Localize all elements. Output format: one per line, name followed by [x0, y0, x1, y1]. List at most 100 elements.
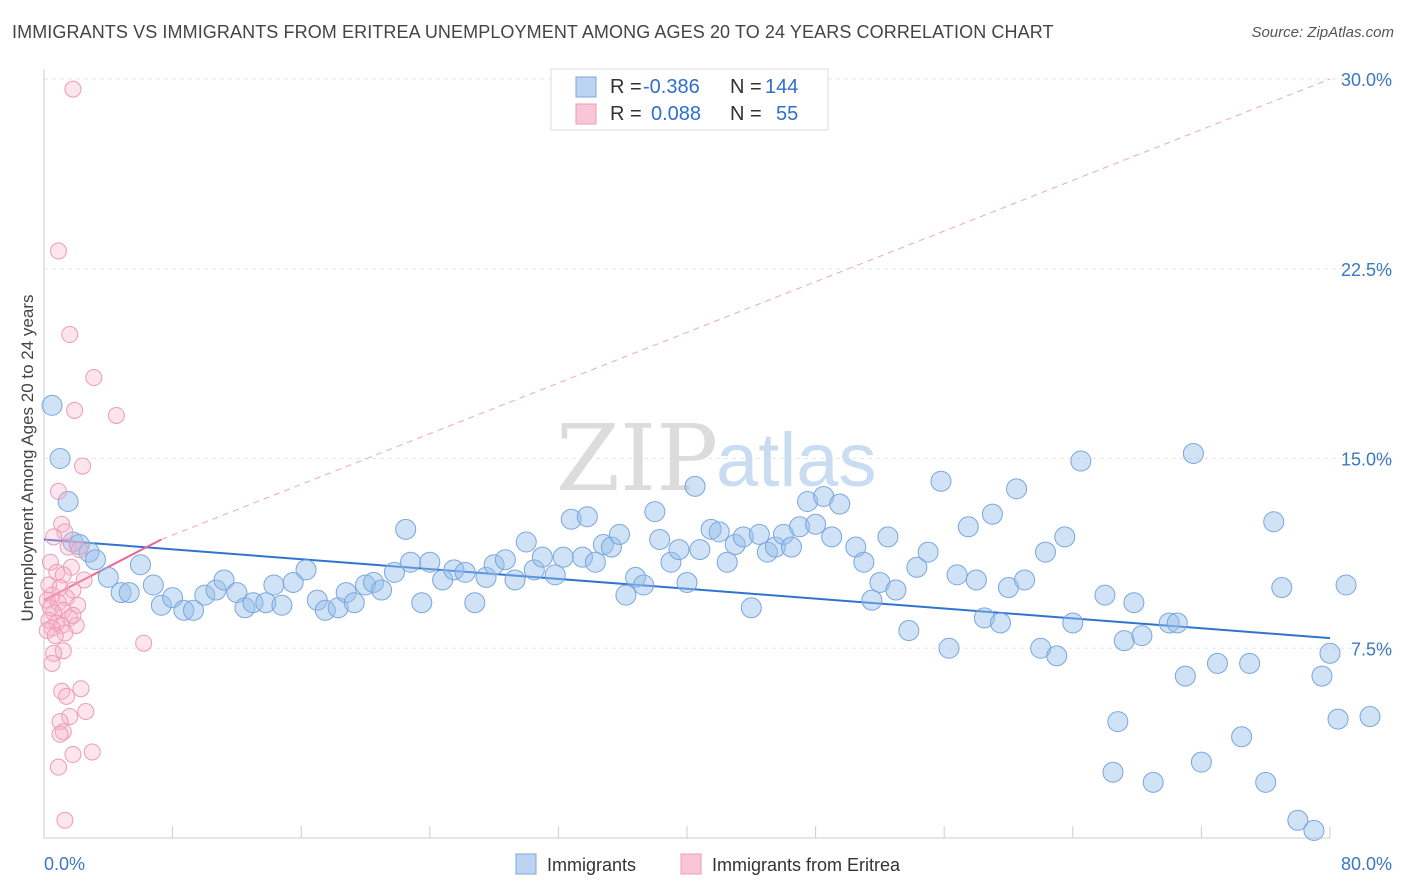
point-eritrea [41, 599, 59, 617]
y-tick-label: 30.0% [1341, 70, 1392, 90]
point-immigrants [242, 592, 264, 614]
legend-r-label-1: R = [610, 76, 642, 98]
legend-r-value-1: -0.386 [643, 76, 700, 98]
point-immigrants [363, 571, 385, 593]
point-immigrants [946, 564, 968, 586]
point-immigrants [49, 448, 71, 469]
y-axis-label: Unemployment Among Ages 20 to 24 years [18, 295, 37, 622]
point-immigrants [633, 574, 655, 596]
point-immigrants [504, 569, 526, 591]
point-eritrea [56, 811, 74, 829]
bottom-legend-eritrea: Immigrants from Eritrea [712, 855, 901, 875]
point-immigrants [797, 491, 819, 513]
point-eritrea [64, 606, 82, 624]
point-eritrea [53, 682, 71, 700]
point-immigrants [829, 493, 851, 515]
point-immigrants [756, 541, 778, 563]
point-immigrants [1327, 708, 1349, 730]
point-eritrea [59, 538, 77, 556]
point-immigrants [898, 620, 920, 642]
y-tick-label: 22.5% [1341, 260, 1392, 280]
x-tick-label-max: 80.0% [1341, 854, 1392, 874]
point-eritrea [51, 713, 69, 731]
point-immigrants [1263, 511, 1285, 533]
point-eritrea [46, 627, 64, 645]
point-immigrants [383, 561, 405, 583]
point-immigrants [660, 551, 682, 573]
point-immigrants [644, 501, 666, 523]
point-immigrants [1359, 706, 1381, 728]
point-immigrants [764, 536, 786, 558]
point-immigrants [494, 549, 516, 571]
point-immigrants [1303, 819, 1325, 841]
point-immigrants [552, 546, 574, 568]
point-immigrants [118, 582, 140, 604]
legend-n-label-1: N = [730, 76, 762, 98]
point-eritrea [49, 482, 67, 500]
point-immigrants [1046, 645, 1068, 667]
point-eritrea [54, 723, 72, 741]
point-eritrea [58, 687, 76, 705]
point-immigrants [142, 574, 164, 596]
y-tick-label: 7.5% [1351, 639, 1392, 659]
bottom-legend: Immigrants Immigrants from Eritrea [515, 853, 901, 875]
point-immigrants [84, 549, 106, 571]
point-immigrants [129, 554, 151, 576]
point-immigrants [464, 592, 486, 614]
point-immigrants [282, 571, 304, 593]
point-immigrants [454, 561, 476, 583]
point-eritrea [107, 406, 125, 424]
legend-n-label-2: N = [730, 103, 762, 125]
point-immigrants [684, 475, 706, 497]
point-eritrea [75, 571, 93, 589]
point-immigrants [700, 518, 722, 540]
point-immigrants [411, 592, 433, 614]
point-immigrants [523, 559, 545, 581]
point-immigrants [1142, 771, 1164, 793]
point-eritrea [64, 80, 82, 98]
point-immigrants [957, 516, 979, 538]
point-eritrea [43, 654, 61, 672]
point-immigrants [1070, 450, 1092, 472]
point-immigrants [584, 551, 606, 573]
point-immigrants [906, 556, 928, 578]
point-immigrants [355, 574, 376, 596]
point-eritrea [49, 242, 67, 260]
point-immigrants [780, 536, 802, 558]
point-immigrants [110, 582, 132, 604]
chart-title: IMMIGRANTS VS IMMIGRANTS FROM ERITREA UN… [12, 22, 1054, 42]
point-immigrants [182, 599, 204, 621]
point-immigrants [853, 551, 875, 573]
point-eritrea [41, 553, 59, 571]
point-immigrants [716, 551, 738, 573]
point-immigrants [789, 516, 811, 538]
legend-r-label-2: R = [610, 103, 642, 125]
point-eritrea [54, 642, 72, 660]
source-label: Source: ZipAtlas.com [1251, 24, 1394, 41]
trend-line-immigrants [43, 538, 1331, 640]
point-immigrants [395, 518, 417, 540]
point-immigrants [371, 579, 393, 601]
point-immigrants [1131, 625, 1153, 647]
point-immigrants [600, 536, 622, 558]
point-immigrants [1107, 711, 1129, 733]
point-eritrea [135, 634, 153, 652]
point-immigrants [1034, 541, 1056, 563]
axes [43, 69, 1331, 839]
point-immigrants [1255, 771, 1277, 793]
watermark: ZIP atlas [556, 405, 877, 512]
point-eritrea [49, 758, 67, 776]
point-immigrants [576, 506, 598, 528]
point-immigrants [740, 597, 762, 619]
watermark-zip: ZIP [556, 405, 718, 512]
point-immigrants [748, 523, 770, 545]
point-immigrants [981, 503, 1003, 525]
point-immigrants [1123, 592, 1145, 614]
point-immigrants [930, 470, 952, 492]
y-tick-labels: 7.5% 15.0% 22.5% 30.0% [1341, 70, 1392, 659]
point-immigrants [877, 526, 899, 548]
point-immigrants [531, 546, 553, 568]
point-immigrants [343, 592, 365, 614]
point-eritrea [56, 624, 74, 642]
point-eritrea [85, 369, 103, 387]
